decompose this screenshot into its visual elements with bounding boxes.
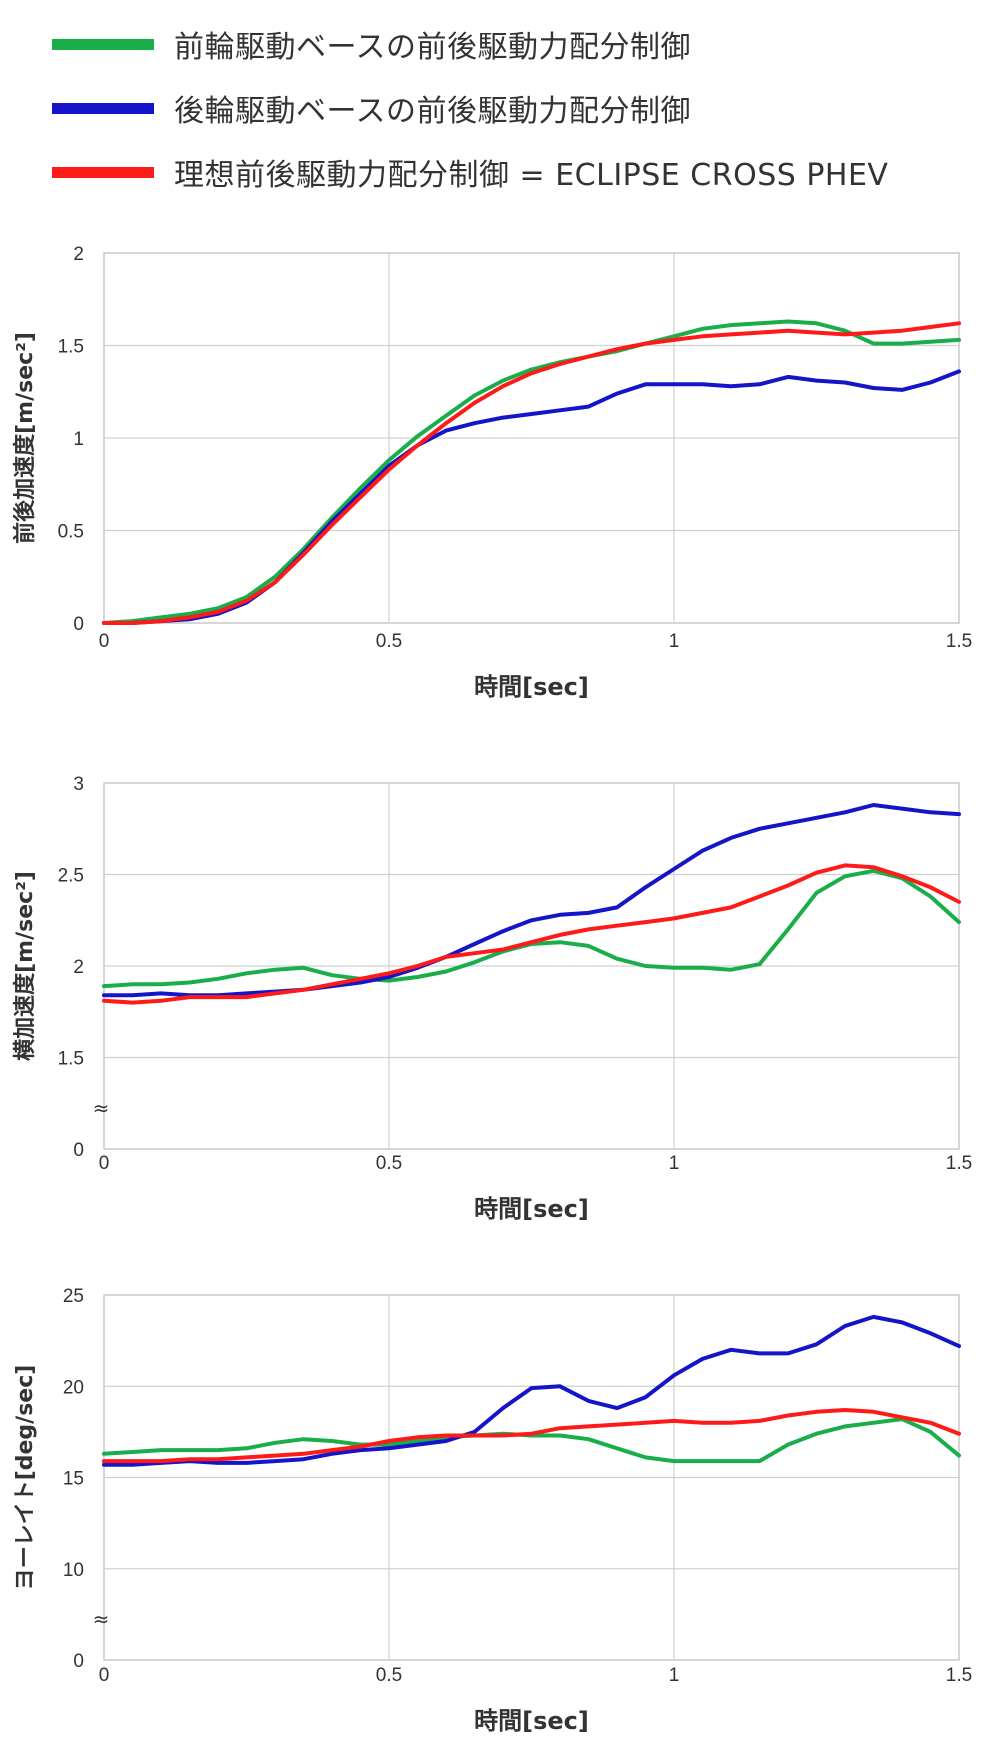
longitudinal-acceleration-chart: 0 0.5 1 1.5 0 0.5 1 1.5 2 時間[sec] 前後加速度[m/sec²] (12, 244, 972, 701)
legend-item-ideal: 理想前後駆動力配分制御 = ECLIPSE CROSS PHEV (52, 140, 888, 204)
y-axis-label: 横加速度[m/sec²] (12, 871, 38, 1061)
y-tick-label: 1.5 (58, 1049, 84, 1070)
axis-break-symbol: ≈ (93, 1607, 110, 1631)
y-tick-label: 1 (73, 429, 84, 450)
y-tick-label: 20 (63, 1377, 84, 1398)
legend-swatch-green (52, 38, 154, 50)
x-tick-label: 1.5 (946, 1665, 972, 1686)
yaw-rate-chart: 0 0.5 1 1.5 0 10 15 20 25 ≈ 時間[sec] ヨーレイト[deg/sec] (13, 1286, 972, 1735)
x-tick-label: 0.5 (376, 1153, 402, 1174)
y-tick-label: 2 (73, 957, 84, 978)
x-tick-label: 0 (99, 631, 110, 652)
y-tick-label: 0 (73, 1140, 84, 1161)
legend-label: 前輪駆動ベースの前後駆動力配分制御 (174, 30, 691, 65)
y-tick-label: 15 (63, 1469, 84, 1490)
x-tick-label: 1.5 (946, 1153, 972, 1174)
lateral-acceleration-chart: 0 0.5 1 1.5 0 1.5 2 2.5 3 ≈ 時間[sec] 横加速度[m/sec²] (12, 774, 972, 1223)
series-line-3 (102, 321, 961, 625)
series-line-1 (102, 319, 961, 625)
x-axis-label: 時間[sec] (474, 1195, 589, 1223)
y-tick-label: 2.5 (58, 866, 84, 887)
y-tick-label: 10 (63, 1560, 84, 1581)
x-tick-label: 0 (99, 1665, 110, 1686)
x-tick-label: 1 (669, 1153, 680, 1174)
legend-item-fwd-base: 前輪駆動ベースの前後駆動力配分制御 (52, 12, 888, 76)
series-line-2 (102, 803, 961, 998)
legend-label: 後輪駆動ベースの前後駆動力配分制御 (174, 94, 691, 129)
legend: 前輪駆動ベースの前後駆動力配分制御 後輪駆動ベースの前後駆動力配分制御 理想前後… (52, 12, 888, 204)
x-tick-label: 1 (669, 631, 680, 652)
y-tick-label: 0 (73, 1651, 84, 1672)
legend-swatch-red (52, 166, 154, 178)
y-tick-label: 3 (73, 774, 84, 795)
y-axis-label: 前後加速度[m/sec²] (12, 332, 38, 544)
axis-break-symbol: ≈ (93, 1096, 110, 1120)
series-line-3 (102, 863, 961, 1005)
y-tick-label: 25 (63, 1286, 84, 1307)
x-tick-label: 1.5 (946, 631, 972, 652)
x-tick-label: 1 (669, 1665, 680, 1686)
y-tick-label: 0 (73, 614, 84, 635)
x-tick-label: 0.5 (376, 1665, 402, 1686)
x-tick-label: 0.5 (376, 631, 402, 652)
legend-swatch-blue (52, 102, 154, 114)
y-tick-label: 2 (73, 244, 84, 265)
x-tick-label: 0 (99, 1153, 110, 1174)
x-axis-label: 時間[sec] (474, 673, 589, 701)
y-axis-label: ヨーレイト[deg/sec] (13, 1365, 38, 1591)
y-tick-label: 1.5 (58, 337, 84, 358)
series-line-2 (102, 1314, 961, 1467)
y-tick-label: 0.5 (58, 522, 84, 543)
legend-label: 理想前後駆動力配分制御 = ECLIPSE CROSS PHEV (174, 158, 889, 193)
series-line-3 (102, 1408, 961, 1464)
legend-item-rwd-base: 後輪駆動ベースの前後駆動力配分制御 (52, 76, 888, 140)
x-axis-label: 時間[sec] (474, 1707, 589, 1735)
